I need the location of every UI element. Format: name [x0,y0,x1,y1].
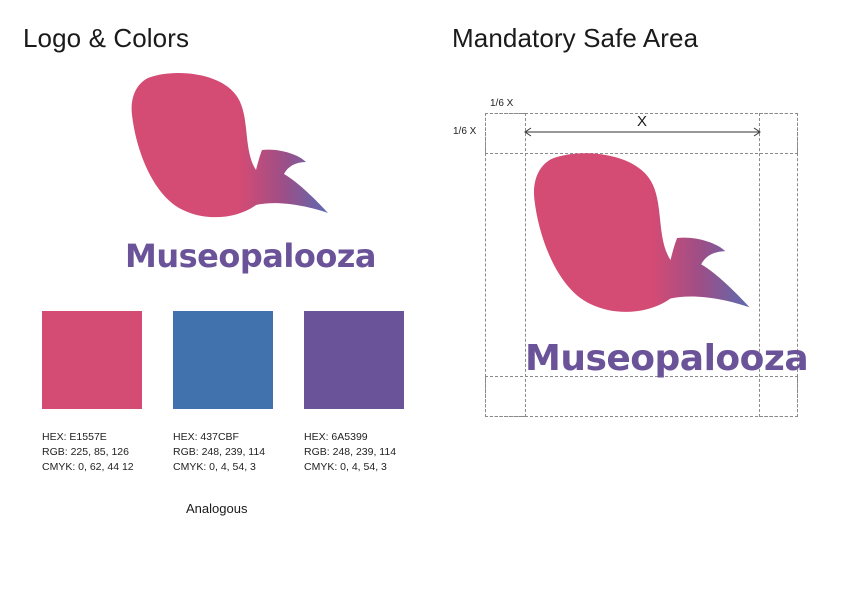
cmyk-value: CMYK: 0, 4, 54, 3 [173,461,256,473]
hex-value: HEX: E1557E [42,431,107,443]
rgb-value: RGB: 225, 85, 126 [42,446,129,458]
hex-value: HEX: 437CBF [173,431,239,443]
cmyk-value: CMYK: 0, 62, 44 12 [42,461,134,473]
swatch-info-blue: HEX: 437CBF RGB: 248, 239, 114 CMYK: 0, … [173,430,265,475]
dimension-label-top: 1/6 X [490,98,514,109]
fish-tail-logo-icon [131,72,328,218]
logo-mark-right [530,150,755,315]
dimension-label-side: 1/6 X [453,126,477,137]
safe-area-bottom-band [485,376,798,417]
logo-wordmark-left: Museopalooza [125,237,377,275]
hex-value: HEX: 6A5399 [304,431,368,443]
rgb-value: RGB: 248, 239, 114 [173,446,266,458]
safe-area-right-band [759,113,798,417]
fish-tail-logo-icon [533,153,750,312]
double-arrow-icon [524,127,761,137]
color-swatch-pink [42,311,142,409]
logo-wordmark-right: Museopalooza [525,338,809,379]
color-swatch-purple [304,311,404,409]
color-scheme-label: Analogous [186,501,248,516]
swatch-info-purple: HEX: 6A5399 RGB: 248, 239, 114 CMYK: 0, … [304,430,396,475]
safe-area-heading: Mandatory Safe Area [452,23,699,53]
rgb-value: RGB: 248, 239, 114 [304,446,397,458]
safe-area-left-band [485,113,526,417]
logo-mark-left [128,70,333,220]
color-swatch-blue [173,311,273,409]
logo-colors-heading: Logo & Colors [23,23,190,53]
swatch-info-pink: HEX: E1557E RGB: 225, 85, 126 CMYK: 0, 6… [42,430,134,475]
cmyk-value: CMYK: 0, 4, 54, 3 [304,461,387,473]
dimension-x-label: X [637,113,648,130]
